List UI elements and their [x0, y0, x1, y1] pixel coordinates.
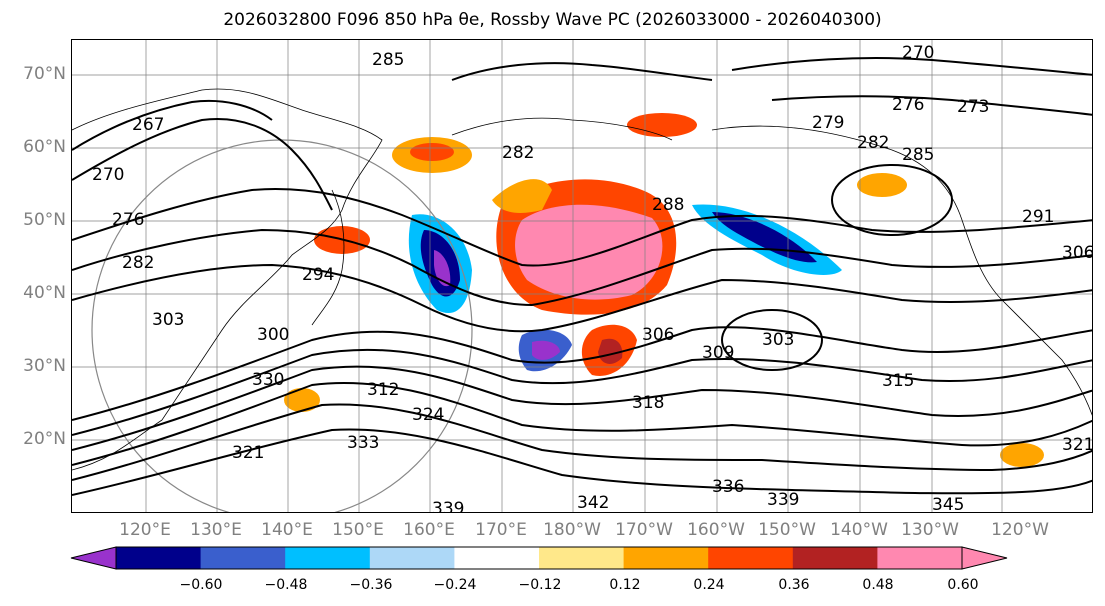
- positive-anomaly-outer: [492, 179, 552, 213]
- contour-label: 321: [1062, 435, 1093, 455]
- colorbar-tick: −0.12: [518, 577, 562, 593]
- contour-label: 324: [412, 405, 444, 425]
- contour-label: 270: [92, 165, 124, 185]
- colorbar-tick: −0.24: [433, 577, 477, 593]
- contour-label: 303: [152, 310, 184, 330]
- lon-label-130w: 130°W: [901, 520, 959, 540]
- colorbar-segments: [70, 546, 1008, 570]
- contour-labels: 285 270 276 273 267 279 282 285 291 306 …: [92, 43, 1093, 513]
- colorbar-segment: [454, 547, 540, 569]
- colorbar-tick: 0.48: [862, 577, 894, 593]
- contour-label: 285: [902, 145, 934, 165]
- contour-label: 339: [767, 490, 799, 510]
- colorbar-segment: [116, 547, 202, 569]
- lon-label-140e: 140°E: [261, 520, 313, 540]
- contour-label: 330: [252, 370, 284, 390]
- lon-label-150e: 150°E: [332, 520, 384, 540]
- lat-label-50: 50°N: [23, 210, 66, 230]
- lat-label-40: 40°N: [23, 283, 66, 303]
- contour-label: 267: [132, 115, 164, 135]
- colorbar-tick: 0.12: [609, 577, 641, 593]
- contour-label: 342: [577, 493, 609, 513]
- lon-label-160w: 160°W: [687, 520, 745, 540]
- lat-label-70: 70°N: [23, 64, 66, 84]
- contour-label: 312: [367, 380, 399, 400]
- lon-label-160e: 160°E: [403, 520, 455, 540]
- contour-label: 339: [432, 499, 464, 513]
- map-panel: 285 270 276 273 267 279 282 285 291 306 …: [71, 39, 1093, 513]
- contour-label: 270: [902, 43, 934, 63]
- contour-label: 303: [762, 330, 794, 350]
- lon-label-130e: 130°E: [190, 520, 242, 540]
- contour-label: 282: [122, 253, 154, 273]
- positive-anomaly-east-pacific: [1000, 443, 1044, 467]
- contour-label: 291: [1022, 207, 1054, 227]
- contour-label: 294: [302, 265, 334, 285]
- colorbar-segment: [200, 547, 286, 569]
- contour-label: 315: [882, 371, 914, 391]
- colorbar-segment: [285, 547, 371, 569]
- contour-label: 336: [712, 477, 744, 497]
- lon-label-120w: 120°W: [991, 520, 1049, 540]
- colorbar-segment: [539, 547, 625, 569]
- contour-label: 306: [642, 325, 674, 345]
- contour-label: 285: [372, 50, 404, 70]
- negative-anomaly-west-center: [434, 250, 451, 287]
- lon-label-170e: 170°E: [475, 520, 527, 540]
- lat-label-20: 20°N: [23, 429, 66, 449]
- lon-label-120e: 120°E: [119, 520, 171, 540]
- colorbar-extend-high: [961, 546, 1008, 570]
- colorbar-tick: −0.60: [179, 577, 223, 593]
- contour-label: 321: [232, 443, 264, 463]
- contour-label: 273: [957, 97, 989, 117]
- contour-label: 282: [857, 133, 889, 153]
- anomaly-shading: [284, 113, 1044, 467]
- positive-anomaly-gulf: [857, 173, 907, 197]
- colorbar-tick: 0.24: [693, 577, 725, 593]
- lat-label-30: 30°N: [23, 356, 66, 376]
- contour-label: 300: [257, 325, 289, 345]
- contour-label: 345: [932, 495, 964, 513]
- theta-e-contours: [72, 57, 1092, 496]
- colorbar-tick: −0.48: [264, 577, 308, 593]
- colorbar-segment: [708, 547, 794, 569]
- negative-anomaly-mid-core: [532, 340, 560, 360]
- contour-label: 276: [112, 210, 144, 230]
- positive-anomaly-north-core: [410, 143, 454, 161]
- positive-anomaly-subtropic: [284, 388, 320, 412]
- colorbar-tick: 0.60: [947, 577, 979, 593]
- contour-label: 333: [347, 433, 379, 453]
- colorbar-segment: [623, 547, 709, 569]
- contour-label: 282: [502, 143, 534, 163]
- contour-label: 306: [1062, 243, 1093, 263]
- lon-label-140w: 140°W: [830, 520, 888, 540]
- lon-label-170w: 170°W: [615, 520, 673, 540]
- coastlines: [72, 88, 1092, 471]
- colorbar-segment: [792, 547, 878, 569]
- colorbar-segment: [877, 547, 963, 569]
- positive-anomaly-core: [515, 204, 663, 300]
- contour-label: 276: [892, 95, 924, 115]
- colorbar-tick: 0.36: [778, 577, 810, 593]
- lon-label-150w: 150°W: [758, 520, 816, 540]
- positive-anomaly-south-core: [598, 338, 623, 364]
- contour-label: 309: [702, 343, 734, 363]
- contour-label: 288: [652, 195, 684, 215]
- colorbar-segment: [369, 547, 455, 569]
- map-title: 2026032800 F096 850 hPa θe, Rossby Wave …: [223, 10, 882, 30]
- positive-anomaly-alaska: [627, 113, 697, 137]
- colorbar-tick: −0.36: [349, 577, 393, 593]
- contour-label: 279: [812, 113, 844, 133]
- negative-anomaly-east-core: [712, 212, 817, 263]
- lon-label-180w: 180°W: [543, 520, 601, 540]
- map-canvas: 285 270 276 273 267 279 282 285 291 306 …: [72, 40, 1093, 513]
- colorbar-extend-low: [70, 546, 117, 570]
- colorbar: [70, 546, 1008, 570]
- colorbar-frame: [115, 546, 963, 570]
- contour-label: 318: [632, 393, 664, 413]
- lat-label-60: 60°N: [23, 137, 66, 157]
